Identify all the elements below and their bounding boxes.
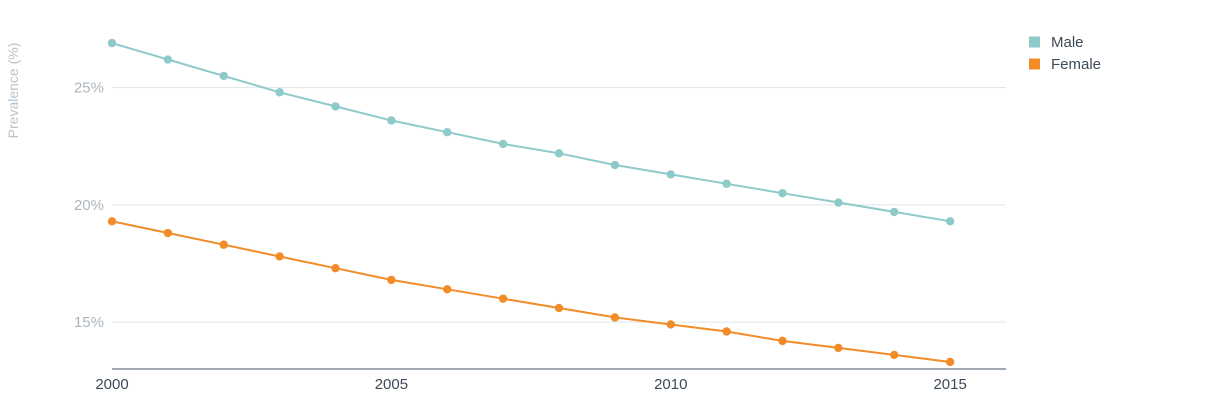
data-point[interactable]	[163, 55, 173, 64]
data-point[interactable]	[554, 303, 564, 313]
y-tick-label: 15%	[74, 314, 104, 331]
data-point[interactable]	[498, 139, 508, 149]
y-axis-title: Prevalence (%)	[5, 43, 21, 139]
legend-swatch	[1029, 58, 1040, 70]
data-point[interactable]	[331, 263, 340, 273]
legend-label: Male	[1051, 34, 1084, 51]
data-point[interactable]	[107, 217, 117, 226]
data-point[interactable]	[275, 252, 284, 261]
data-point[interactable]	[778, 336, 787, 346]
series-line-male	[111, 42, 951, 223]
data-point[interactable]	[945, 357, 955, 367]
gridlines	[112, 87, 1006, 323]
data-point[interactable]	[443, 127, 452, 137]
legend: Male Female	[1029, 34, 1101, 73]
data-point[interactable]	[443, 285, 452, 294]
data-point[interactable]	[666, 170, 675, 179]
x-tick-label: 2015	[933, 376, 966, 393]
x-tick-label: 2005	[375, 376, 408, 393]
x-tick-label: 2000	[95, 376, 128, 393]
data-point[interactable]	[331, 102, 340, 111]
data-point[interactable]	[219, 71, 228, 81]
data-point[interactable]	[610, 160, 620, 170]
x-tick-label: 2010	[654, 376, 687, 393]
data-point[interactable]	[666, 320, 675, 329]
series-group	[107, 38, 955, 367]
data-point[interactable]	[834, 198, 843, 207]
data-point[interactable]	[387, 116, 396, 125]
legend-item-male[interactable]: Male	[1029, 34, 1084, 51]
data-point[interactable]	[498, 294, 508, 303]
y-tick-label: 25%	[74, 80, 104, 97]
series-male	[107, 38, 955, 226]
data-point[interactable]	[219, 240, 228, 249]
series-female	[107, 217, 955, 367]
data-point[interactable]	[610, 313, 620, 322]
data-point[interactable]	[107, 38, 117, 48]
data-point[interactable]	[163, 228, 173, 238]
data-point[interactable]	[387, 275, 396, 285]
legend-swatch	[1029, 36, 1040, 48]
data-point[interactable]	[890, 350, 899, 360]
data-point[interactable]	[722, 327, 731, 336]
legend-label: Female	[1051, 56, 1101, 73]
data-point[interactable]	[275, 88, 284, 97]
series-line-female	[111, 220, 951, 363]
data-point[interactable]	[834, 343, 843, 353]
legend-item-female[interactable]: Female	[1029, 56, 1101, 73]
y-tick-label: 20%	[74, 197, 104, 214]
data-point[interactable]	[778, 188, 787, 198]
data-point[interactable]	[945, 217, 955, 226]
data-point[interactable]	[722, 179, 731, 188]
data-point[interactable]	[554, 149, 564, 158]
axes: 15% 20% 25% 2000 2005 2010 2015 Prevalence (%)	[5, 43, 1006, 393]
data-point[interactable]	[890, 207, 899, 217]
